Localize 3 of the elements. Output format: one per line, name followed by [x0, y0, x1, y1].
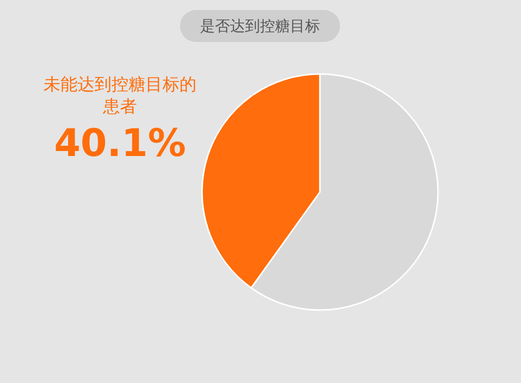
- chart-title: 是否达到控糖目标: [180, 10, 340, 42]
- data-label: 40.1%: [53, 120, 187, 167]
- slice-label: 未能达到控糖目标的患者: [42, 74, 198, 118]
